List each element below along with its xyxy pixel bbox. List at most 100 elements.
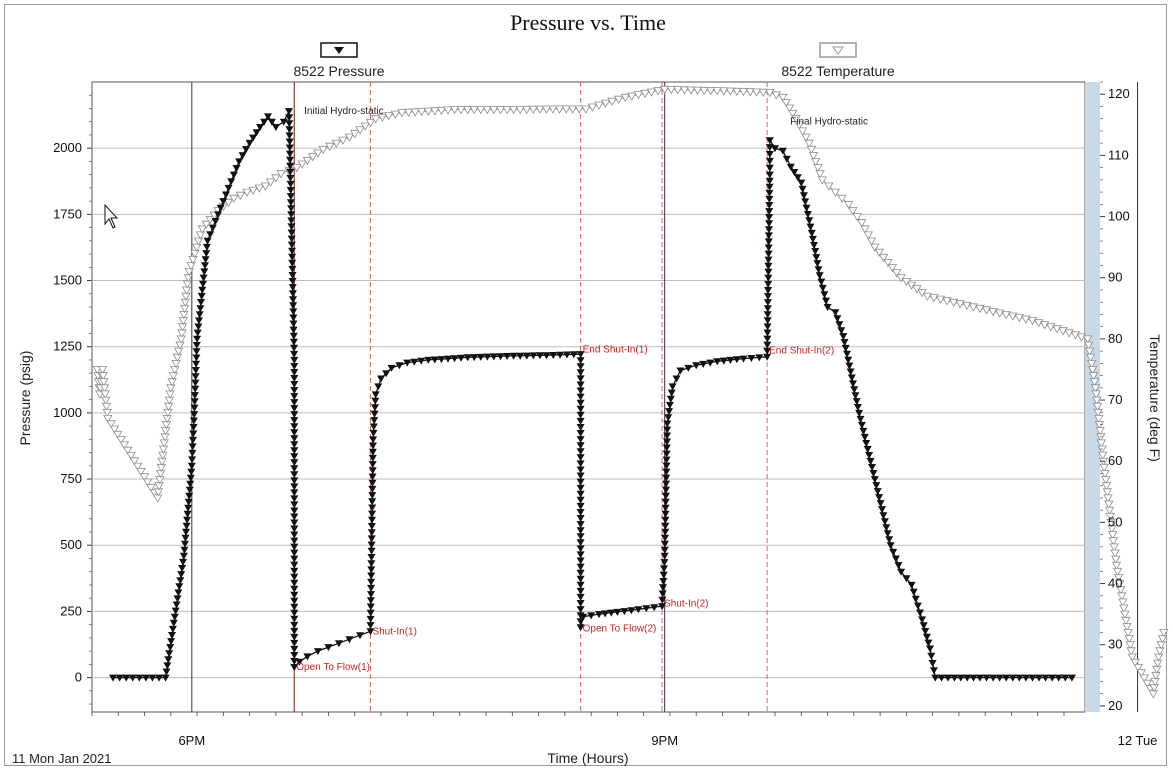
pressure-marker xyxy=(483,353,492,361)
pressure-marker xyxy=(764,238,773,246)
temperature-marker xyxy=(1102,488,1112,497)
pressure-marker xyxy=(529,352,538,360)
pressure-marker xyxy=(837,327,846,335)
y-axis-title: Pressure (psig) xyxy=(17,351,33,446)
pressure-marker xyxy=(831,309,840,317)
pressure-marker xyxy=(289,308,298,316)
pressure-marker xyxy=(367,541,376,549)
pressure-marker xyxy=(171,607,180,615)
pressure-marker xyxy=(576,502,585,510)
pressure-marker xyxy=(286,187,295,194)
temperature-marker xyxy=(1095,427,1105,436)
temperature-marker xyxy=(502,106,512,115)
temperature-marker xyxy=(97,366,108,375)
pressure-marker xyxy=(356,632,364,640)
pressure-marker xyxy=(219,198,228,206)
pressure-marker xyxy=(862,440,871,447)
temperature-marker xyxy=(587,103,598,112)
pressure-marker xyxy=(662,480,671,488)
pressure-marker xyxy=(286,168,295,176)
temperature-marker xyxy=(390,110,401,119)
pressure-marker xyxy=(764,280,773,288)
temperature-marker xyxy=(857,219,867,228)
pressure-marker xyxy=(522,352,531,360)
pressure-marker xyxy=(660,559,669,567)
pressure-marker xyxy=(252,129,261,137)
pressure-marker xyxy=(897,568,906,576)
temperature-marker xyxy=(463,106,473,115)
pressure-marker xyxy=(197,292,206,300)
pressure-marker xyxy=(576,351,585,359)
temperature-marker xyxy=(614,95,624,105)
pressure-marker xyxy=(880,518,889,526)
temperature-marker xyxy=(725,87,736,96)
pressure-marker xyxy=(289,326,298,334)
pressure-marker xyxy=(290,495,299,503)
pressure-marker xyxy=(199,274,208,282)
pressure-marker xyxy=(290,664,299,671)
pressure-marker xyxy=(289,320,298,328)
legend-pressure: 8522 Pressure xyxy=(293,42,385,79)
pressure-marker xyxy=(288,272,297,279)
pressure-marker xyxy=(172,601,181,609)
pressure-marker xyxy=(285,114,294,122)
pressure-marker xyxy=(109,674,117,682)
pressure-marker xyxy=(287,241,296,249)
temperature-marker xyxy=(265,178,276,187)
temperature-marker xyxy=(878,253,889,263)
pressure-marker xyxy=(242,146,251,154)
temperature-marker xyxy=(1125,641,1135,650)
legend-temperature-box xyxy=(819,42,857,58)
pressure-marker xyxy=(286,174,295,182)
pressure-marker xyxy=(661,516,670,524)
pressure-marker xyxy=(489,353,498,361)
temperature-marker xyxy=(1097,445,1107,454)
pressure-marker xyxy=(290,471,299,479)
temperature-marker xyxy=(1014,314,1024,323)
pressure-marker xyxy=(191,373,200,381)
pressure-marker xyxy=(370,410,379,418)
temperature-marker xyxy=(568,105,578,114)
pressure-marker xyxy=(662,444,671,452)
pressure-marker xyxy=(764,262,773,270)
pressure-marker xyxy=(765,151,774,158)
temperature-marker xyxy=(1106,519,1116,528)
pressure-marker xyxy=(576,569,585,577)
pressure-marker xyxy=(620,608,629,616)
temperature-marker xyxy=(508,106,519,115)
temperature-marker xyxy=(223,198,234,208)
pressure-marker xyxy=(846,368,855,376)
pressure-marker xyxy=(764,244,773,252)
y-tick-label: 500 xyxy=(60,537,82,552)
temperature-marker xyxy=(469,106,479,115)
pressure-marker xyxy=(1015,674,1024,682)
pressure-marker xyxy=(576,515,585,522)
pressure-marker xyxy=(224,184,233,192)
pressure-marker xyxy=(665,408,674,416)
y2-tick-label: 110 xyxy=(1108,147,1129,162)
pressure-marker xyxy=(778,147,787,155)
pressure-marker xyxy=(367,572,376,580)
pressure-marker xyxy=(765,195,774,203)
pressure-marker xyxy=(660,540,669,548)
pressure-marker xyxy=(368,479,377,487)
pressure-marker xyxy=(820,291,829,299)
pressure-marker xyxy=(868,464,876,471)
pressure-marker xyxy=(969,674,978,682)
pressure-marker xyxy=(661,510,670,518)
pressure-marker xyxy=(719,357,728,365)
temperature-marker xyxy=(653,87,663,96)
pressure-marker xyxy=(765,171,774,179)
pressure-marker xyxy=(190,411,199,419)
pressure-marker xyxy=(374,383,383,391)
pressure-marker xyxy=(763,341,772,349)
pressure-marker xyxy=(1035,674,1043,682)
pressure-marker xyxy=(924,639,933,647)
pressure-marker xyxy=(211,218,220,225)
temperature-marker xyxy=(1096,439,1107,448)
pressure-marker xyxy=(660,552,669,560)
pressure-marker xyxy=(692,362,701,370)
pressure-marker xyxy=(847,374,856,382)
pressure-marker xyxy=(166,644,175,652)
temperature-marker xyxy=(1094,421,1105,430)
